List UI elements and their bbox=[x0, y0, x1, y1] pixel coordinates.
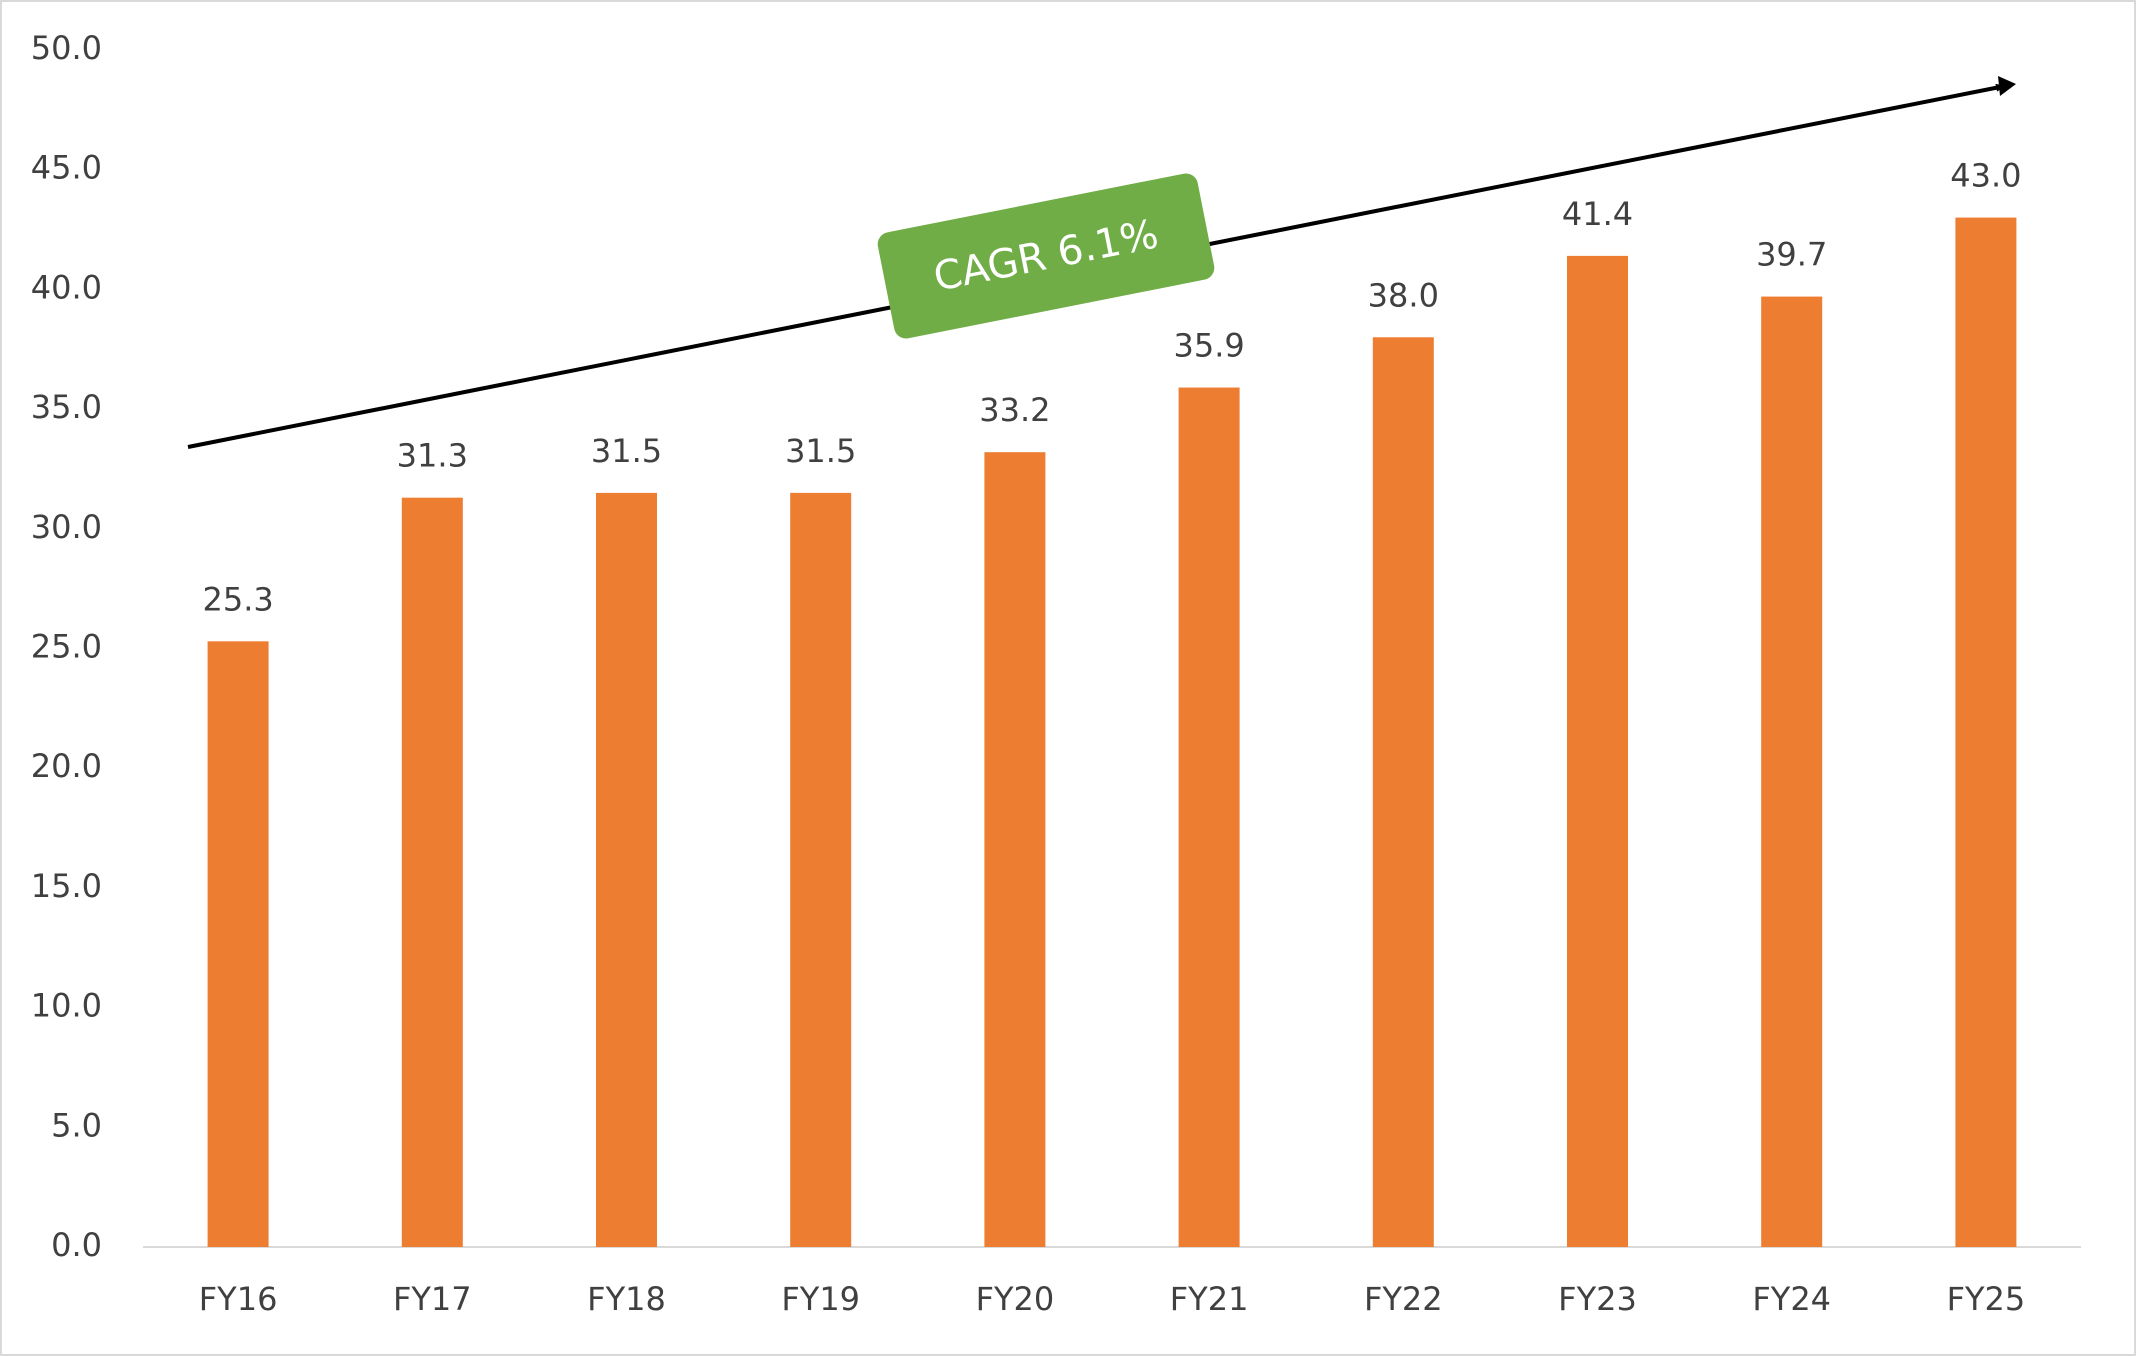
arrow-head bbox=[1998, 76, 2016, 96]
x-tick-label: FY16 bbox=[199, 1280, 278, 1318]
bar bbox=[790, 492, 852, 1247]
data-label: 31.5 bbox=[591, 432, 662, 470]
y-tick-label: 15.0 bbox=[31, 867, 102, 905]
data-label: 43.0 bbox=[1950, 157, 2021, 195]
x-tick-label: FY20 bbox=[976, 1280, 1055, 1318]
bar bbox=[207, 641, 269, 1247]
y-tick-label: 10.0 bbox=[31, 987, 102, 1025]
y-tick-label: 25.0 bbox=[31, 628, 102, 666]
data-label: 39.7 bbox=[1756, 236, 1827, 274]
data-label: 25.3 bbox=[202, 580, 273, 618]
x-tick-label: FY18 bbox=[587, 1280, 666, 1318]
bar bbox=[1372, 337, 1434, 1247]
bar bbox=[1178, 387, 1240, 1248]
y-tick-label: 35.0 bbox=[31, 388, 102, 426]
x-tick-label: FY23 bbox=[1558, 1280, 1637, 1318]
y-tick-label: 50.0 bbox=[31, 29, 102, 67]
bar bbox=[1567, 255, 1628, 1247]
bar bbox=[1955, 217, 2017, 1248]
data-label: 31.5 bbox=[785, 432, 856, 470]
x-tick-label: FY17 bbox=[393, 1280, 472, 1318]
y-tick-label: 45.0 bbox=[31, 149, 102, 187]
x-tick-label: FY22 bbox=[1364, 1280, 1443, 1318]
data-label: 35.9 bbox=[1173, 327, 1244, 365]
data-label: 38.0 bbox=[1368, 276, 1439, 314]
data-label: 33.2 bbox=[979, 391, 1050, 429]
y-tick-label: 30.0 bbox=[31, 508, 102, 546]
data-label: 31.3 bbox=[397, 437, 468, 475]
bar bbox=[596, 492, 657, 1247]
data-label: 41.4 bbox=[1562, 195, 1633, 233]
x-tick-label: FY24 bbox=[1752, 1280, 1831, 1318]
y-tick-label: 5.0 bbox=[51, 1106, 102, 1144]
plot-area: 0.0 5.0 10.0 15.0 20.0 25.0 30.0 35.0 40.0 45.0 50… bbox=[31, 29, 2025, 1318]
x-tick-label: FY25 bbox=[1947, 1280, 2026, 1318]
bar bbox=[1761, 296, 1823, 1247]
x-tick-label: FY19 bbox=[781, 1280, 860, 1318]
bar bbox=[984, 452, 1046, 1247]
y-tick-label: 40.0 bbox=[31, 268, 102, 306]
y-tick-label: 20.0 bbox=[31, 747, 102, 785]
y-tick-label: 0.0 bbox=[51, 1226, 102, 1264]
bar bbox=[401, 497, 463, 1248]
badge-box bbox=[877, 173, 1215, 339]
x-tick-label: FY21 bbox=[1170, 1280, 1249, 1318]
cagr-badge: CAGR 6.1% bbox=[877, 173, 1215, 339]
